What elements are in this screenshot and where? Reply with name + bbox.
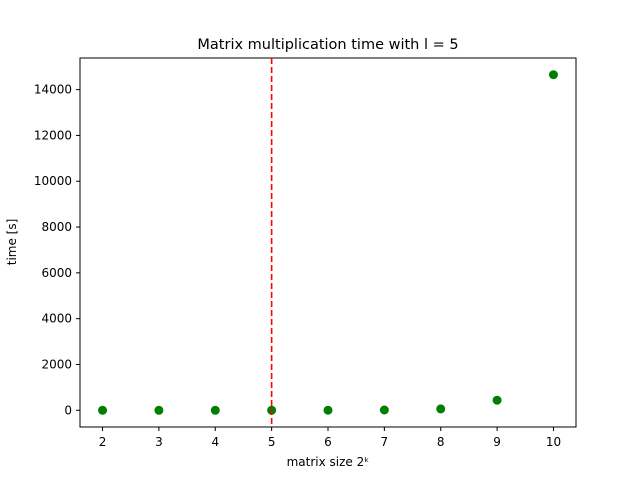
data-point	[98, 405, 108, 415]
y-tick-label: 12000	[34, 128, 72, 142]
x-tick-label: 8	[437, 435, 445, 449]
x-axis-ticks: 2 3 4 5 6 7 8 9 10	[99, 427, 561, 449]
y-tick-label: 10000	[34, 174, 72, 188]
y-axis-ticks: 0 2000 4000 6000 8000 10000 12000 14000	[34, 83, 80, 417]
data-points	[98, 58, 558, 427]
y-tick-label: 4000	[41, 312, 72, 326]
x-tick-label: 7	[381, 435, 389, 449]
data-point	[492, 395, 502, 405]
data-point	[436, 404, 446, 414]
x-tick-label: 3	[155, 435, 163, 449]
data-point	[154, 405, 164, 415]
x-tick-label: 4	[211, 435, 219, 449]
data-point	[379, 405, 389, 415]
y-axis-label: time [s]	[5, 219, 19, 266]
y-tick-label: 2000	[41, 357, 72, 371]
data-point	[548, 70, 558, 80]
y-tick-label: 0	[64, 403, 72, 417]
x-tick-label: 6	[324, 435, 332, 449]
x-tick-label: 10	[546, 435, 561, 449]
x-tick-label: 2	[99, 435, 107, 449]
chart-title: Matrix multiplication time with l = 5	[197, 37, 458, 53]
data-point	[323, 405, 333, 415]
data-point	[210, 405, 220, 415]
x-tick-label: 5	[268, 435, 276, 449]
x-axis-label: matrix size 2ᵏ	[287, 455, 370, 469]
y-tick-label: 14000	[34, 83, 72, 97]
y-tick-label: 6000	[41, 266, 72, 280]
x-tick-label: 9	[493, 435, 501, 449]
y-tick-label: 8000	[41, 220, 72, 234]
